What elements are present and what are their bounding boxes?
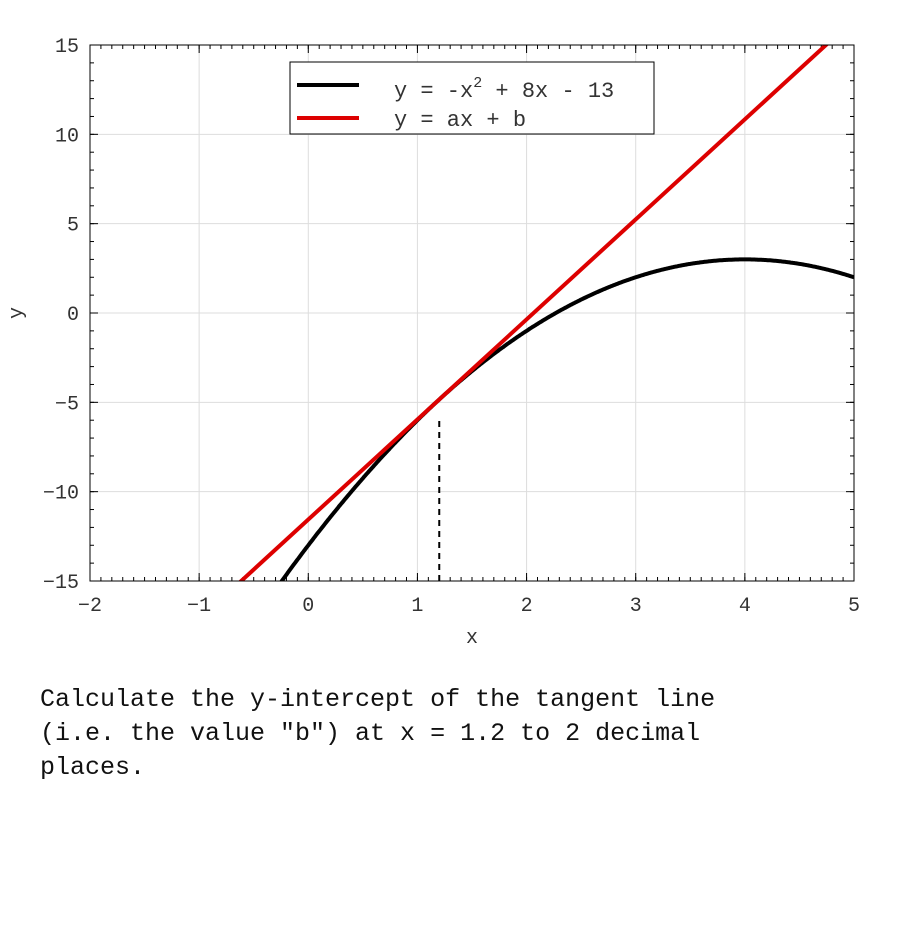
series-line-tangent: [238, 45, 829, 581]
y-tick-label: 5: [67, 215, 79, 238]
y-tick-label: 10: [55, 125, 79, 148]
y-tick-label: −15: [43, 572, 79, 595]
y-tick-label: −10: [43, 483, 79, 506]
x-tick-label: −1: [187, 595, 211, 618]
y-tick-label: 15: [55, 36, 79, 59]
x-tick-label: 3: [630, 595, 642, 618]
x-tick-label: 1: [411, 595, 423, 618]
x-tick-label: 0: [302, 595, 314, 618]
series-clip-group: [238, 45, 854, 581]
x-tick-label: 2: [521, 595, 533, 618]
y-axis-label: y: [6, 307, 29, 319]
legend-label-quadratic: y = -x2 + 8x - 13: [394, 75, 614, 104]
x-tick-label: −2: [78, 595, 102, 618]
question-text: Calculate the y-intercept of the tangent…: [40, 685, 716, 782]
legend: y = -x2 + 8x - 13 y = ax + b: [289, 61, 655, 135]
series-layer: [238, 45, 854, 581]
y-tick-label: −5: [55, 393, 79, 416]
y-tick-label: 0: [67, 304, 79, 327]
x-tick-label: 4: [739, 595, 751, 618]
legend-label-linear: y = ax + b: [394, 108, 526, 133]
x-axis-label: x: [466, 627, 478, 650]
legend-box: [289, 61, 655, 135]
x-tick-label: 5: [848, 595, 860, 618]
